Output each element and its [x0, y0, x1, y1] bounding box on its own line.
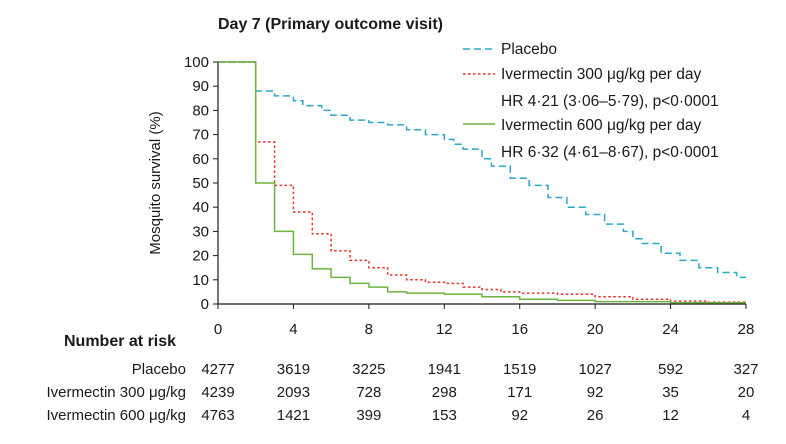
legend-annotation-ivermectin-600: HR 6·32 (4·61–8·67), p<0·0001 — [501, 144, 719, 161]
legend-annotation-ivermectin-300: HR 4·21 (3·06–5·79), p<0·0001 — [501, 93, 719, 110]
x-tick-label: 0 — [214, 321, 222, 338]
risk-cell: 92 — [587, 384, 604, 401]
x-tick-label: 20 — [587, 321, 604, 338]
risk-cell: 327 — [733, 361, 758, 378]
risk-cell: 1421 — [277, 407, 310, 424]
series-line-ivermectin-600-g-kg-per-day — [218, 61, 746, 304]
risk-cell: 399 — [356, 407, 381, 424]
risk-cell: 3225 — [352, 361, 385, 378]
y-tick-label: 30 — [192, 223, 209, 240]
y-tick-label: 40 — [192, 199, 209, 216]
risk-cell: 1941 — [428, 361, 461, 378]
y-axis-label: Mosquito survival (%) — [147, 111, 164, 254]
risk-cell: 35 — [662, 384, 679, 401]
legend-item-ivermectin-300: Ivermectin 300 μg/kg per day HR 4·21 (3·… — [463, 66, 719, 110]
x-tick-label: 12 — [436, 321, 453, 338]
risk-cell: 12 — [662, 407, 679, 424]
y-tick-label: 70 — [192, 127, 209, 144]
risk-cell: 1519 — [503, 361, 536, 378]
series-line-placebo — [218, 61, 746, 279]
risk-row-label: Placebo — [132, 361, 186, 378]
y-tick-label: 80 — [192, 102, 209, 119]
risk-cell: 3619 — [277, 361, 310, 378]
risk-cell: 4239 — [201, 384, 234, 401]
y-tick-label: 60 — [192, 151, 209, 168]
chart-title: Day 7 (Primary outcome visit) — [218, 16, 443, 33]
legend-item-ivermectin-600: Ivermectin 600 μg/kg per day HR 6·32 (4·… — [463, 117, 719, 161]
y-tick-label: 50 — [192, 175, 209, 192]
y-tick-label: 20 — [192, 248, 209, 265]
risk-cell: 20 — [738, 384, 755, 401]
legend-label-ivermectin-600: Ivermectin 600 μg/kg per day — [501, 117, 701, 134]
axes: 0 10 20 30 40 50 60 70 80 90 100 0 4 8 12 16 20 24 28 — [184, 54, 754, 338]
y-tick-label: 100 — [184, 54, 209, 71]
risk-cell: 728 — [356, 384, 381, 401]
risk-cell: 298 — [432, 384, 457, 401]
y-tick-label: 0 — [201, 296, 209, 313]
risk-cell: 153 — [432, 407, 457, 424]
risk-cell: 4277 — [201, 361, 234, 378]
risk-row-label: Ivermectin 300 μg/kg — [46, 384, 186, 401]
x-tick-label: 8 — [365, 321, 373, 338]
risk-cell: 26 — [587, 407, 604, 424]
x-tick-label: 4 — [289, 321, 297, 338]
risk-cell: 1027 — [578, 361, 611, 378]
x-tick-label: 16 — [511, 321, 528, 338]
risk-cell: 2093 — [277, 384, 310, 401]
legend-label-ivermectin-300: Ivermectin 300 μg/kg per day — [501, 66, 701, 83]
series-lines — [218, 61, 746, 304]
risk-cell: 4763 — [201, 407, 234, 424]
risk-cell: 4 — [742, 407, 750, 424]
legend-item-placebo: Placebo — [463, 41, 557, 58]
y-tick-label: 90 — [192, 78, 209, 95]
x-tick-label: 24 — [662, 321, 679, 338]
legend: Placebo Ivermectin 300 μg/kg per day HR … — [463, 41, 719, 161]
y-tick-label: 10 — [192, 272, 209, 289]
risk-cell: 171 — [507, 384, 532, 401]
series-line-ivermectin-300-g-kg-per-day — [218, 61, 746, 303]
risk-cell: 92 — [511, 407, 528, 424]
risk-row-label: Ivermectin 600 μg/kg — [46, 407, 186, 424]
legend-label-placebo: Placebo — [501, 41, 557, 58]
risk-cell: 592 — [658, 361, 683, 378]
risk-table-heading: Number at risk — [64, 333, 176, 350]
risk-table: Placebo 4277 3619 3225 1941 1519 1027 592 327 Ive… — [46, 361, 758, 424]
x-tick-label: 28 — [738, 321, 755, 338]
